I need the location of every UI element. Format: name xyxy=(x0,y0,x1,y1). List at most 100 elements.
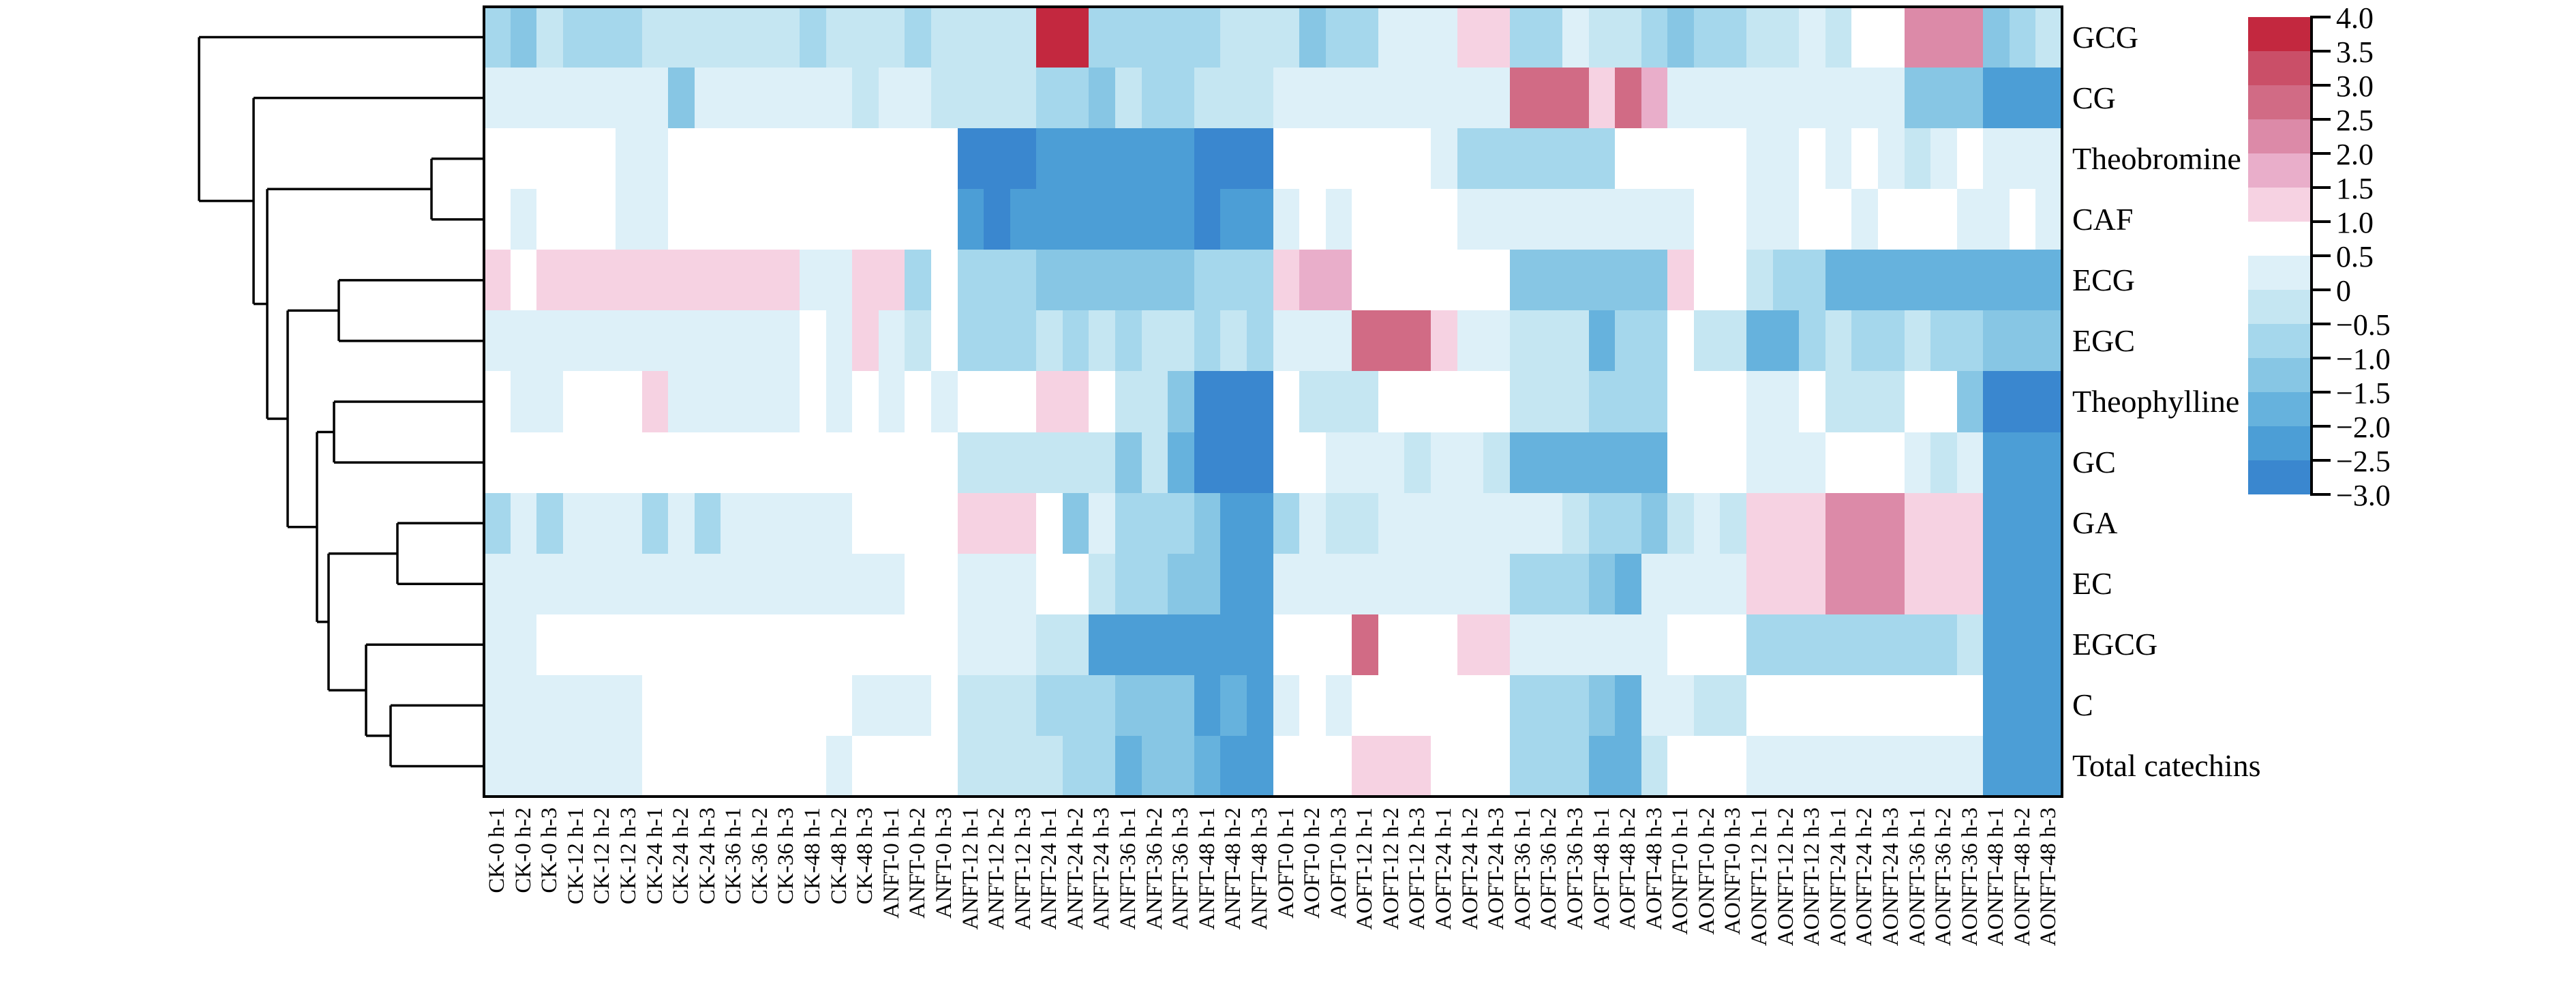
heatmap-cell xyxy=(721,189,747,250)
heatmap-cell xyxy=(852,493,879,554)
column-label: ANFT-24 h-3 xyxy=(1089,807,1114,930)
heatmap-cell xyxy=(616,675,642,736)
column-label: AOFT-36 h-3 xyxy=(1563,807,1588,930)
heatmap-cell xyxy=(1352,128,1378,189)
heatmap-cell xyxy=(1851,493,1878,554)
heatmap-cell xyxy=(747,128,773,189)
heatmap-cell xyxy=(484,554,511,614)
colorbar-tick-label: −0.5 xyxy=(2336,308,2391,342)
heatmap-cell xyxy=(1010,189,1036,250)
column-label: AONFT-48 h-3 xyxy=(2036,807,2061,947)
heatmap-cell xyxy=(2035,68,2062,128)
heatmap-cell xyxy=(1299,432,1326,493)
row-label: EGC xyxy=(2072,323,2135,358)
heatmap-cell xyxy=(536,432,563,493)
heatmap-cell xyxy=(1562,675,1589,736)
heatmap-cell xyxy=(1273,310,1299,371)
heatmap-cell xyxy=(563,310,589,371)
column-label: CK-12 h-3 xyxy=(616,807,641,905)
column-label: CK-36 h-3 xyxy=(774,807,798,905)
heatmap-cell xyxy=(1142,250,1168,310)
heatmap-cell xyxy=(1615,432,1641,493)
row-label: ECG xyxy=(2072,263,2135,297)
heatmap-cell xyxy=(616,493,642,554)
heatmap-cell xyxy=(1773,675,1799,736)
heatmap-cell xyxy=(2035,250,2062,310)
heatmap-cell xyxy=(958,432,984,493)
heatmap-cell xyxy=(695,189,721,250)
heatmap-cell xyxy=(1799,554,1825,614)
heatmap-cell xyxy=(800,675,826,736)
heatmap-cell xyxy=(2010,493,2035,554)
heatmap-cell xyxy=(1115,493,1142,554)
heatmap-cell xyxy=(958,371,984,432)
heatmap-cell xyxy=(1667,371,1694,432)
heatmap-cell xyxy=(852,736,879,797)
heatmap-cell xyxy=(1089,310,1115,371)
heatmap-cell xyxy=(2035,675,2062,736)
heatmap-cell xyxy=(747,371,773,432)
heatmap-cell xyxy=(1536,554,1562,614)
heatmap-cell xyxy=(721,736,747,797)
heatmap-cell xyxy=(1220,250,1247,310)
heatmap-cell xyxy=(1510,736,1536,797)
heatmap-cell xyxy=(1799,493,1825,554)
heatmap-cell xyxy=(1299,128,1326,189)
column-label: ANFT-0 h-2 xyxy=(905,807,930,919)
heatmap-cell xyxy=(1168,736,1194,797)
heatmap-cell xyxy=(2010,310,2035,371)
heatmap-cell xyxy=(1851,371,1878,432)
heatmap-cell xyxy=(1168,310,1194,371)
heatmap-cell xyxy=(1483,493,1510,554)
heatmap-cell xyxy=(1220,68,1247,128)
heatmap-cell xyxy=(668,250,695,310)
heatmap-cell xyxy=(536,128,563,189)
heatmap-cell xyxy=(747,675,773,736)
heatmap-cell xyxy=(642,7,668,68)
heatmap-cell xyxy=(589,371,616,432)
heatmap-cell xyxy=(1536,68,1562,128)
heatmap-cell xyxy=(1878,432,1905,493)
heatmap-cell xyxy=(1299,371,1326,432)
heatmap-cell xyxy=(1036,310,1063,371)
heatmap-cell xyxy=(1878,614,1905,675)
heatmap-cell xyxy=(1142,68,1168,128)
heatmap-cell xyxy=(1299,493,1326,554)
heatmap-cell xyxy=(1194,432,1220,493)
heatmap-cell xyxy=(905,189,931,250)
heatmap-cell xyxy=(1746,189,1773,250)
heatmap-cell xyxy=(1168,189,1194,250)
heatmap-cell xyxy=(984,432,1010,493)
heatmap-cell xyxy=(1115,432,1142,493)
row-label: Theobromine xyxy=(2072,141,2241,176)
heatmap-cell xyxy=(1273,614,1299,675)
heatmap-cell xyxy=(1746,68,1773,128)
heatmap-cell xyxy=(1878,310,1905,371)
colorbar-band xyxy=(2248,392,2310,426)
heatmap-cell xyxy=(1010,432,1036,493)
heatmap-cell xyxy=(773,614,800,675)
heatmap-cell xyxy=(1378,7,1404,68)
heatmap-cell xyxy=(1457,432,1483,493)
heatmap-cell xyxy=(536,371,563,432)
heatmap-cell xyxy=(642,68,668,128)
heatmap-cell xyxy=(1142,675,1168,736)
heatmap-cell xyxy=(695,68,721,128)
heatmap-cell xyxy=(1983,554,2010,614)
column-label: AOFT-24 h-2 xyxy=(1458,807,1483,930)
heatmap-cell xyxy=(1378,189,1404,250)
colorbar-band xyxy=(2248,256,2310,290)
heatmap-cell xyxy=(668,68,695,128)
colorbar-tick-label: −1.0 xyxy=(2336,342,2391,376)
heatmap-cell xyxy=(1667,128,1694,189)
heatmap-cell xyxy=(826,189,852,250)
heatmap-cell xyxy=(1194,7,1220,68)
heatmap-cell xyxy=(1063,493,1089,554)
heatmap-cell xyxy=(1878,736,1905,797)
heatmap-cell xyxy=(1273,250,1299,310)
heatmap-cell xyxy=(589,7,616,68)
colorbar-tick xyxy=(2313,186,2331,189)
heatmap-cell xyxy=(1247,128,1273,189)
heatmap-cell xyxy=(905,310,931,371)
heatmap-cell xyxy=(1825,614,1851,675)
